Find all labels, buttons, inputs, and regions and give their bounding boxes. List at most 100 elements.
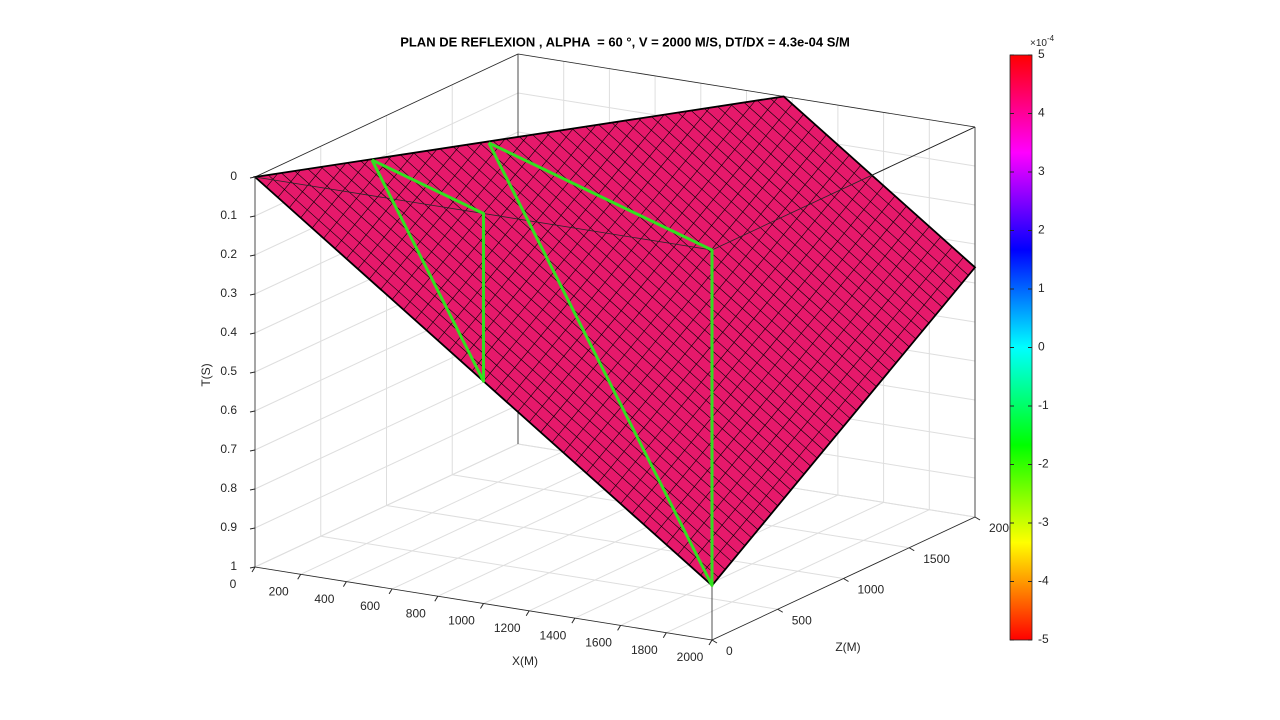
mesh-line [412, 96, 870, 395]
x-tick-label: 200 [269, 584, 289, 598]
z-tick-label: 1000 [858, 583, 885, 597]
mesh-line [327, 96, 785, 499]
y-tick-label: 0.4 [220, 325, 237, 339]
tick-mark [388, 588, 393, 595]
colorbar-tick-label: -3 [1038, 515, 1049, 529]
colorbar-scale-base: ×10 [1030, 38, 1047, 49]
colorbar-tick-label: 2 [1038, 223, 1045, 237]
mesh-line [478, 96, 936, 316]
y-tick-label: 0.5 [220, 364, 237, 378]
tick-mark [249, 176, 256, 179]
mesh-line [294, 129, 752, 538]
mesh-line [419, 96, 877, 387]
mesh-line [300, 96, 564, 219]
mesh-line [425, 96, 884, 379]
y-tick-label: 1 [230, 559, 237, 573]
surface-mesh [255, 96, 975, 586]
grid-line [300, 450, 564, 575]
x-axis-label: X(M) [512, 654, 538, 668]
mesh-line [392, 96, 851, 419]
tick-mark [342, 581, 347, 587]
surface [255, 96, 975, 586]
ray-path [370, 158, 485, 383]
tick-mark [711, 639, 718, 644]
mesh-line [445, 96, 903, 356]
tick-mark [974, 516, 981, 521]
x-tick-label: 1400 [540, 628, 567, 642]
grid-line [666, 509, 930, 634]
x-tick-label: 2000 [677, 650, 704, 664]
mesh-line [406, 96, 864, 403]
y-tick-label: 0.8 [220, 481, 237, 495]
tick-mark [843, 578, 849, 582]
y-axis-label: T(S) [199, 363, 213, 386]
colorbar-tick-label: 0 [1038, 340, 1045, 354]
z-tick-label: 500 [792, 613, 812, 627]
mesh-line [452, 96, 910, 348]
y-tick-label: 0.9 [220, 520, 237, 534]
colorbar-tick-label: -1 [1038, 398, 1049, 412]
x-tick-label: 600 [360, 599, 380, 613]
tick-mark [908, 547, 915, 552]
mesh-line [287, 137, 746, 546]
mesh-line [267, 160, 726, 570]
x-tick-label: 800 [406, 606, 426, 620]
tick-mark [525, 610, 530, 617]
tick-mark [249, 293, 256, 296]
x-tick-label: 1800 [631, 643, 658, 657]
colorbar-tick-label: 1 [1038, 281, 1045, 295]
tick-mark [249, 332, 256, 335]
y-tick-label: 0.7 [220, 442, 237, 456]
tick-mark [249, 488, 256, 491]
x-tick-label: 1600 [585, 636, 612, 650]
mesh-line [313, 105, 772, 515]
z-axis-label: Z(M) [835, 640, 860, 654]
tick-mark [434, 595, 439, 602]
mesh-line [491, 96, 949, 300]
tick-mark [249, 254, 256, 257]
x-tick-label: 400 [314, 592, 334, 606]
mesh-line [458, 96, 917, 340]
tick-mark [297, 574, 302, 580]
mesh-line [432, 96, 890, 371]
x-tick-label: 1000 [448, 614, 475, 628]
box-edge [711, 126, 976, 251]
mesh-line [274, 152, 732, 562]
tick-mark [662, 632, 667, 638]
box-edge [254, 53, 519, 178]
tick-mark [571, 617, 576, 624]
colorbar-tick-label: 5 [1038, 47, 1045, 61]
mesh-line [320, 97, 778, 507]
x-tick-label: 0 [230, 577, 237, 591]
y-tick-label: 0.2 [220, 247, 237, 261]
tick-mark [249, 527, 256, 530]
grid-line [620, 501, 884, 626]
mesh-line [438, 96, 897, 364]
y-tick-label: 0 [230, 169, 237, 183]
y-tick-label: 0.6 [220, 403, 237, 417]
grid-line [254, 443, 519, 568]
grid-line [346, 458, 610, 583]
colorbar-tick-label: 4 [1038, 106, 1045, 120]
tick-mark [249, 371, 256, 374]
y-tick-label: 0.3 [220, 286, 237, 300]
tick-mark [249, 449, 256, 452]
grid-line [254, 404, 519, 529]
tick-mark [249, 410, 256, 413]
mesh-line [511, 96, 969, 276]
y-tick-label: 0.1 [220, 208, 237, 222]
tick-mark [249, 566, 256, 569]
mesh-line [498, 96, 956, 292]
colorbar-scale-exponent: -4 [1047, 34, 1055, 43]
surface-edge [252, 95, 977, 587]
mesh-line [311, 96, 576, 229]
x-tick-label: 1200 [494, 621, 521, 635]
z-tick-label: 0 [726, 644, 733, 658]
tick-mark [480, 603, 484, 609]
chart-title: PLAN DE REFLEXION , ALPHA = 60 °, V = 20… [400, 34, 850, 49]
tick-mark [251, 566, 256, 573]
colorbar-tick-label: -2 [1038, 457, 1049, 471]
colorbar-scale: ×10-4 [1030, 34, 1055, 49]
